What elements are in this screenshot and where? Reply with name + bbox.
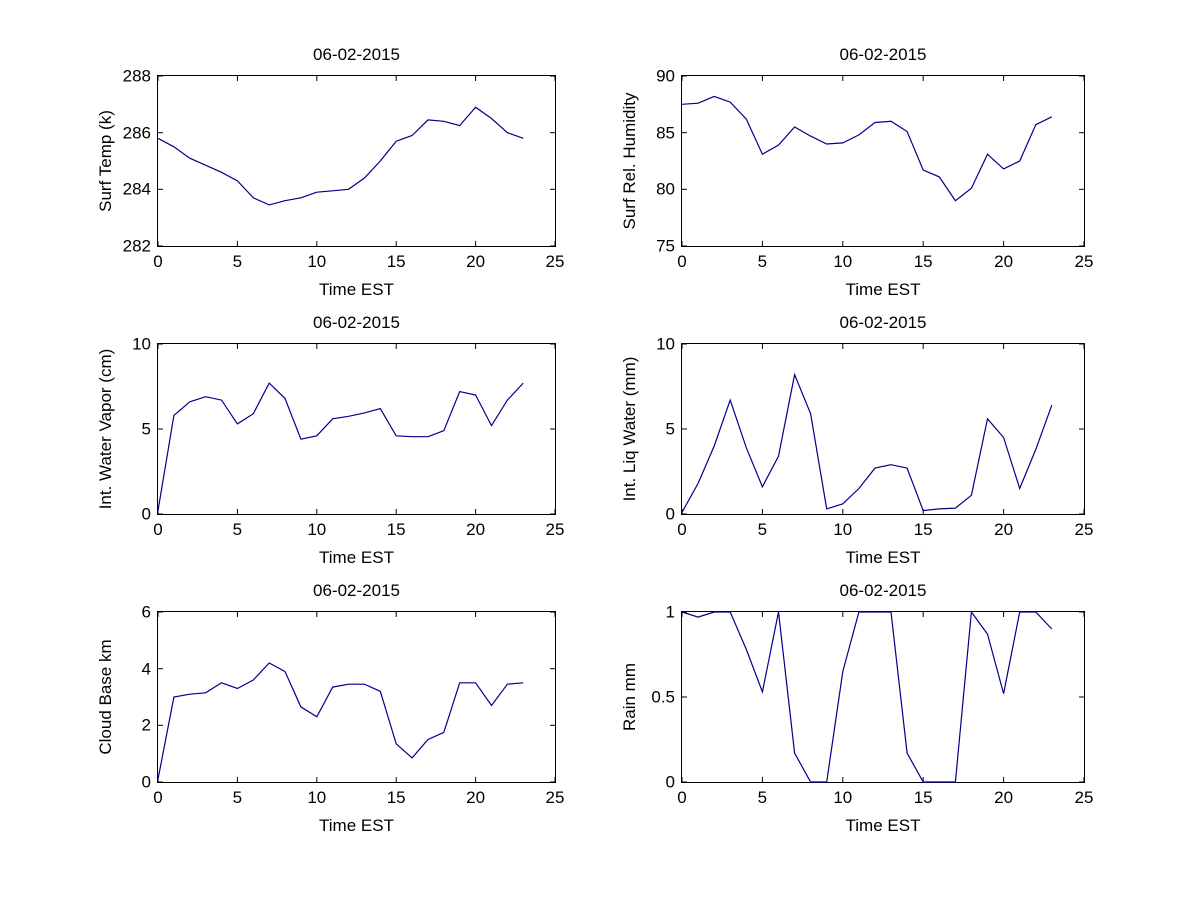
plot-title: 06-02-2015 bbox=[839, 313, 927, 332]
line-plot bbox=[681, 75, 1085, 247]
x-tick-label: 20 bbox=[466, 520, 486, 539]
line-plot bbox=[681, 610, 1085, 783]
line-plot bbox=[157, 343, 556, 515]
x-tick-label: 20 bbox=[994, 520, 1014, 539]
y-tick-label: 6 bbox=[141, 602, 151, 622]
x-tick-label: 10 bbox=[833, 252, 853, 271]
y-tick-label: 75 bbox=[656, 236, 675, 256]
x-tick-label: 25 bbox=[1074, 788, 1094, 807]
x-tick-label: 0 bbox=[153, 252, 163, 271]
x-tick-label: 5 bbox=[757, 788, 768, 807]
subplot-rain: 06-02-2015 Rain mm Time EST 0 5 10 15 20 25 0 0… bbox=[620, 581, 1093, 835]
x-tick-label: 0 bbox=[677, 252, 687, 271]
y-axis-label: Rain mm bbox=[620, 662, 639, 732]
plot-title: 06-02-2015 bbox=[839, 45, 927, 64]
x-axis-label: Time EST bbox=[319, 548, 394, 567]
x-tick-label: 10 bbox=[833, 788, 853, 807]
subplot-liq-water: 06-02-2015 Int. Liq Water (mm) Time EST … bbox=[620, 313, 1093, 567]
x-tick-label: 5 bbox=[232, 252, 243, 271]
x-tick-label: 20 bbox=[466, 788, 486, 807]
x-tick-label: 5 bbox=[757, 520, 768, 539]
x-tick-label: 20 bbox=[994, 788, 1014, 807]
x-tick-label: 0 bbox=[153, 788, 163, 807]
line-plot bbox=[681, 343, 1085, 515]
x-tick-label: 15 bbox=[913, 252, 933, 271]
y-tick-label: 0 bbox=[141, 504, 151, 524]
x-tick-label: 0 bbox=[677, 788, 687, 807]
subplot-water-vapor: 06-02-2015 Int. Water Vapor (cm) Time ES… bbox=[96, 313, 564, 567]
x-axis-label: Time EST bbox=[319, 816, 394, 835]
y-tick-label: 10 bbox=[656, 334, 675, 354]
x-tick-label: 5 bbox=[232, 788, 243, 807]
y-tick-label: 4 bbox=[141, 659, 151, 679]
y-axis-label: Cloud Base km bbox=[96, 639, 115, 755]
x-tick-label: 25 bbox=[1074, 520, 1094, 539]
line-plot bbox=[157, 611, 556, 783]
plot-title: 06-02-2015 bbox=[839, 581, 927, 600]
x-tick-label: 10 bbox=[307, 788, 327, 807]
y-axis-label: Int. Water Vapor (cm) bbox=[96, 348, 115, 510]
x-tick-label: 15 bbox=[386, 788, 406, 807]
x-tick-label: 10 bbox=[307, 520, 327, 539]
y-tick-label: 0 bbox=[141, 772, 151, 792]
y-tick-label: 286 bbox=[122, 123, 151, 143]
y-tick-label: 0 bbox=[665, 504, 675, 524]
plot-title: 06-02-2015 bbox=[313, 45, 400, 64]
x-tick-label: 15 bbox=[386, 520, 406, 539]
y-tick-label: 2 bbox=[141, 715, 151, 735]
x-tick-label: 20 bbox=[994, 252, 1014, 271]
line-plot bbox=[157, 75, 556, 247]
x-tick-label: 15 bbox=[913, 788, 933, 807]
x-tick-label: 25 bbox=[545, 788, 565, 807]
y-tick-label: 5 bbox=[665, 419, 675, 439]
x-tick-label: 10 bbox=[833, 520, 853, 539]
subplot-surf-temp: 06-02-2015 Surf Temp (k) Time EST 0 5 10 15… bbox=[96, 45, 564, 299]
y-tick-label: 0.5 bbox=[651, 687, 675, 707]
x-tick-label: 10 bbox=[307, 252, 327, 271]
x-axis-label: Time EST bbox=[845, 280, 921, 299]
x-axis-label: Time EST bbox=[845, 816, 921, 835]
x-tick-label: 0 bbox=[677, 520, 687, 539]
x-tick-label: 15 bbox=[386, 252, 406, 271]
x-tick-label: 5 bbox=[757, 252, 768, 271]
y-tick-label: 85 bbox=[656, 123, 675, 143]
x-tick-label: 25 bbox=[545, 252, 565, 271]
y-tick-label: 288 bbox=[122, 66, 151, 86]
y-axis-label: Int. Liq Water (mm) bbox=[620, 356, 639, 502]
plot-title: 06-02-2015 bbox=[313, 313, 400, 332]
y-tick-label: 1 bbox=[665, 602, 675, 622]
plot-title: 06-02-2015 bbox=[313, 581, 400, 600]
y-tick-label: 282 bbox=[122, 236, 151, 256]
x-axis-label: Time EST bbox=[319, 280, 394, 299]
y-tick-label: 10 bbox=[132, 334, 151, 354]
x-axis-label: Time EST bbox=[845, 548, 921, 567]
x-tick-label: 5 bbox=[232, 520, 243, 539]
y-tick-label: 90 bbox=[656, 66, 675, 86]
x-tick-label: 0 bbox=[153, 520, 163, 539]
x-tick-label: 25 bbox=[545, 520, 565, 539]
y-tick-label: 5 bbox=[141, 419, 151, 439]
subplot-rel-humidity: 06-02-2015 Surf Rel. Humidity Time EST 0… bbox=[620, 45, 1093, 299]
y-tick-label: 80 bbox=[656, 179, 675, 199]
subplot-cloud-base: 06-02-2015 Cloud Base km Time EST 0 5 10 15… bbox=[96, 581, 564, 835]
x-tick-label: 20 bbox=[466, 252, 486, 271]
x-tick-label: 25 bbox=[1074, 252, 1094, 271]
y-tick-label: 0 bbox=[665, 772, 675, 792]
y-axis-label: Surf Temp (k) bbox=[96, 110, 115, 212]
y-tick-label: 284 bbox=[122, 179, 151, 199]
x-tick-label: 15 bbox=[913, 520, 933, 539]
y-axis-label: Surf Rel. Humidity bbox=[620, 92, 639, 230]
